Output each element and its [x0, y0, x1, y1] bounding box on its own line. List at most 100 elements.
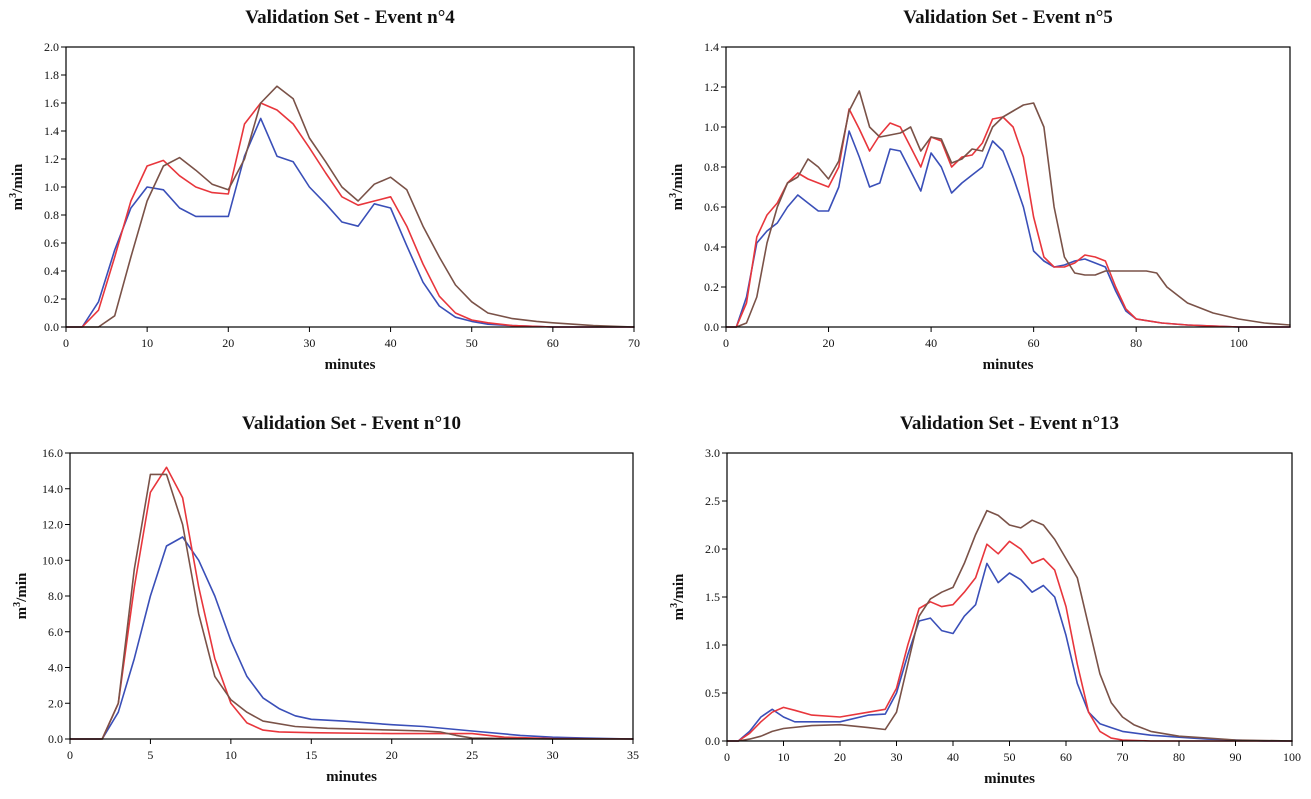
x-tick-label: 5	[147, 748, 153, 762]
chart-title: Validation Set - Event n°10	[242, 413, 461, 434]
y-tick-label: 1.8	[44, 68, 59, 82]
series-line-1	[65, 117, 635, 328]
x-tick-label: 10	[778, 750, 790, 764]
series-line-2	[726, 540, 1293, 742]
y-tick-label: 1.0	[705, 638, 720, 652]
x-tick-label: 25	[466, 748, 478, 762]
y-tick-label: 0.8	[704, 160, 719, 174]
y-tick-label: 1.4	[704, 40, 719, 54]
x-tick-label: 0	[724, 750, 730, 764]
series-line-1	[726, 562, 1293, 742]
y-tick-label: 0.0	[44, 320, 59, 334]
chart-title: Validation Set - Event n°13	[900, 413, 1119, 434]
y-tick-label: 0.2	[704, 280, 719, 294]
x-tick-label: 50	[466, 336, 478, 350]
y-tick-label: 0.2	[44, 292, 59, 306]
x-tick-label: 0	[723, 336, 729, 350]
y-tick-label: 4.0	[48, 661, 63, 675]
x-tick-label: 0	[67, 748, 73, 762]
y-tick-label: 1.2	[704, 80, 719, 94]
y-tick-label: 0.8	[44, 208, 59, 222]
y-tick-label: 1.5	[705, 590, 720, 604]
x-tick-label: 20	[823, 336, 835, 350]
x-axis-label: minutes	[325, 357, 376, 373]
y-tick-label: 1.6	[44, 96, 59, 110]
y-tick-label: 0.6	[704, 200, 719, 214]
x-tick-label: 70	[628, 336, 640, 350]
x-tick-label: 0	[63, 336, 69, 350]
x-tick-label: 60	[1060, 750, 1072, 764]
y-tick-label: 2.0	[44, 40, 59, 54]
x-tick-label: 40	[947, 750, 959, 764]
y-axis-label: m3/min	[668, 163, 686, 210]
x-tick-label: 20	[222, 336, 234, 350]
y-tick-label: 12.0	[42, 518, 63, 532]
x-tick-label: 35	[627, 748, 639, 762]
x-axis-label: minutes	[983, 357, 1034, 373]
x-tick-label: 80	[1130, 336, 1142, 350]
x-tick-label: 20	[834, 750, 846, 764]
x-tick-label: 15	[305, 748, 317, 762]
chart-title: Validation Set - Event n°5	[903, 7, 1113, 28]
x-tick-label: 60	[1028, 336, 1040, 350]
y-tick-label: 0.0	[705, 734, 720, 748]
y-tick-label: 0.4	[44, 264, 59, 278]
chart-panel-3: Validation Set - Event n°10 0 5 10 15 20 25 30 3…	[12, 413, 639, 785]
y-tick-label: 0.5	[705, 686, 720, 700]
x-tick-label: 80	[1173, 750, 1185, 764]
series-line-3	[725, 90, 1291, 328]
y-tick-label: 14.0	[42, 482, 63, 496]
x-tick-label: 10	[141, 336, 153, 350]
chart-panel-4: Validation Set - Event n°13 0 10 20 30 40 50 60…	[669, 413, 1301, 787]
y-tick-label: 3.0	[705, 446, 720, 460]
x-tick-label: 40	[925, 336, 937, 350]
x-tick-label: 30	[891, 750, 903, 764]
y-tick-label: 8.0	[48, 589, 63, 603]
y-tick-label: 1.4	[44, 124, 59, 138]
y-tick-label: 2.0	[48, 696, 63, 710]
y-tick-label: 0.0	[48, 732, 63, 746]
series-line-3	[726, 509, 1293, 742]
x-tick-label: 30	[303, 336, 315, 350]
y-axis-label: m3/min	[669, 573, 687, 620]
y-tick-label: 0.0	[704, 320, 719, 334]
y-tick-label: 16.0	[42, 446, 63, 460]
series-line-2	[65, 102, 635, 328]
y-axis-label: m3/min	[8, 163, 26, 210]
x-axis-label: minutes	[326, 769, 377, 785]
x-tick-label: 50	[1004, 750, 1016, 764]
y-tick-label: 1.0	[704, 120, 719, 134]
y-axis-label: m3/min	[12, 572, 30, 619]
x-tick-label: 20	[386, 748, 398, 762]
x-tick-label: 90	[1230, 750, 1242, 764]
y-tick-label: 2.5	[705, 494, 720, 508]
y-tick-label: 0.4	[704, 240, 719, 254]
x-tick-label: 100	[1283, 750, 1301, 764]
x-tick-label: 40	[385, 336, 397, 350]
plot-frame	[69, 452, 634, 740]
x-tick-label: 60	[547, 336, 559, 350]
y-tick-label: 0.6	[44, 236, 59, 250]
plot-frame	[725, 46, 1291, 328]
chart-title: Validation Set - Event n°4	[245, 7, 455, 28]
series-line-2	[69, 466, 634, 740]
x-tick-label: 10	[225, 748, 237, 762]
series-line-1	[725, 130, 1291, 328]
chart-panel-1: Validation Set - Event n°4 0 10 20 30 40 50 60 7…	[8, 7, 640, 373]
y-tick-label: 1.0	[44, 180, 59, 194]
series-line-2	[725, 108, 1291, 328]
y-tick-label: 2.0	[705, 542, 720, 556]
x-tick-label: 30	[547, 748, 559, 762]
y-tick-label: 6.0	[48, 625, 63, 639]
x-axis-label: minutes	[984, 771, 1035, 787]
plot-frame	[726, 452, 1293, 742]
series-line-3	[65, 85, 635, 328]
x-tick-label: 70	[1117, 750, 1129, 764]
y-tick-label: 1.2	[44, 152, 59, 166]
y-tick-label: 10.0	[42, 553, 63, 567]
x-tick-label: 100	[1230, 336, 1248, 350]
series-line-1	[69, 536, 634, 740]
chart-panel-2: Validation Set - Event n°5 0 20 40 60 80 100 0.…	[668, 7, 1291, 373]
series-line-3	[69, 473, 634, 740]
